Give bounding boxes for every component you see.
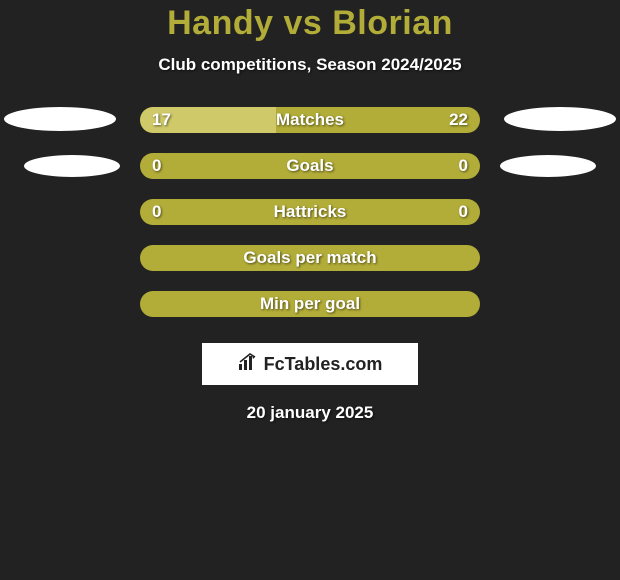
logo-text: FcTables.com [264, 354, 383, 375]
stat-bar: 0 0Hattricks [140, 199, 480, 225]
stat-value-right: 0 [459, 199, 468, 225]
stat-row: 0 0Goals [0, 153, 620, 199]
stat-value-right: 0 [459, 153, 468, 179]
stat-bar: Min per goal [140, 291, 480, 317]
stat-label: Min per goal [140, 291, 480, 317]
stat-row: 1722Matches [0, 107, 620, 153]
stat-rows: 1722Matches00Goals00HattricksGoals per m… [0, 107, 620, 337]
chart-icon [238, 352, 260, 377]
stat-value-left: 0 [152, 199, 161, 225]
subtitle: Club competitions, Season 2024/2025 [0, 55, 620, 75]
stats-card: Handy vs Blorian Club competitions, Seas… [0, 0, 620, 423]
avatar-placeholder [500, 155, 596, 177]
stat-row: Min per goal [0, 291, 620, 337]
logo-badge: FcTables.com [202, 343, 418, 385]
stat-bar: 1722Matches [140, 107, 480, 133]
page-title: Handy vs Blorian [0, 4, 620, 43]
stat-value-left: 17 [152, 107, 171, 133]
avatar-placeholder [24, 155, 120, 177]
stat-label: Goals per match [140, 245, 480, 271]
stat-value-right: 22 [449, 107, 468, 133]
stat-label: Hattricks [140, 199, 480, 225]
avatar-placeholder [4, 107, 116, 131]
stat-row: 0 0Hattricks [0, 199, 620, 245]
avatar-placeholder [504, 107, 616, 131]
date-text: 20 january 2025 [0, 403, 620, 423]
stat-row: Goals per match [0, 245, 620, 291]
stat-value-left: 0 [152, 153, 161, 179]
stat-bar: 0 0Goals [140, 153, 480, 179]
stat-bar: Goals per match [140, 245, 480, 271]
stat-label: Goals [140, 153, 480, 179]
